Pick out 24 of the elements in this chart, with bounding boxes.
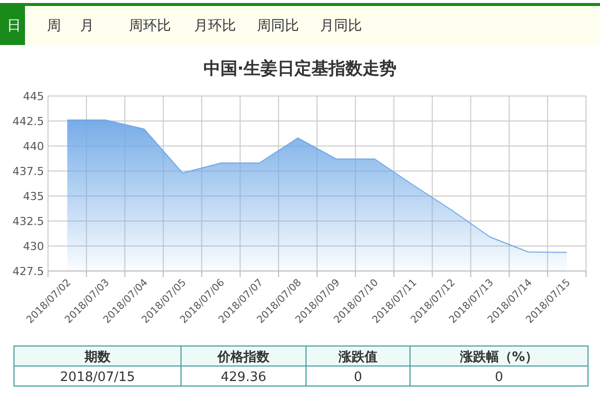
text: 月 — [80, 18, 94, 34]
y-tick-label: 445 — [23, 90, 44, 103]
y-tick-label: 437.5 — [12, 165, 44, 178]
text: 价格指数 — [216, 350, 270, 365]
chart-title: 中国·生姜日定基指数走势 — [203, 58, 397, 79]
text: 周同比 — [257, 18, 299, 34]
text: 0 — [354, 370, 362, 385]
y-tick-label: 442.5 — [12, 115, 44, 128]
text: 2018/07/15 — [60, 370, 135, 385]
text: 涨跌幅（%） — [458, 350, 538, 365]
y-tick-label: 430 — [23, 240, 44, 253]
y-tick-label: 427.5 — [12, 265, 44, 278]
text: 月环比 — [194, 18, 236, 34]
text: 涨跌值 — [338, 350, 378, 365]
text: 0 — [494, 370, 504, 385]
text: 期数 — [84, 350, 112, 365]
y-tick-label: 432.5 — [12, 215, 44, 228]
text: 周 — [47, 18, 61, 34]
text: 日 — [7, 18, 21, 34]
text: 周环比 — [129, 18, 171, 34]
text: 429.36 — [220, 370, 266, 385]
y-tick-label: 435 — [23, 190, 44, 203]
text: 月同比 — [320, 18, 362, 34]
y-tick-label: 440 — [23, 140, 44, 153]
